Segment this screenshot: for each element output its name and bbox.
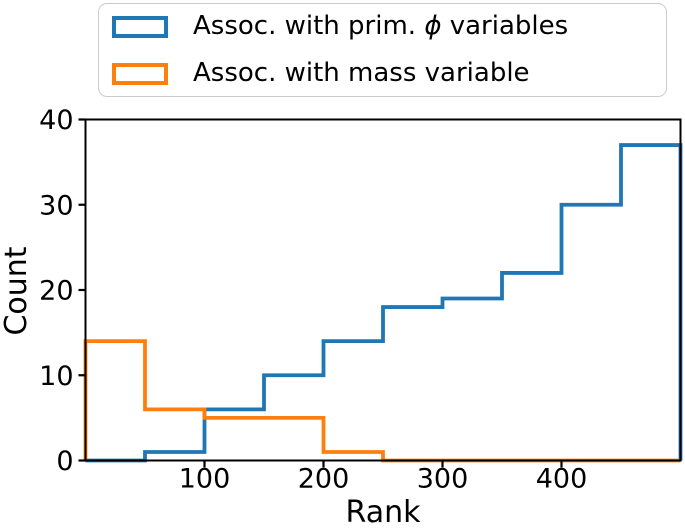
phi-symbol: ϕ [424,11,442,42]
legend-swatch-orange-icon [112,62,168,85]
legend-swatch-blue-icon [112,15,168,38]
legend: Assoc. with prim. ϕ variables Assoc. wit… [98,3,667,97]
x-tick-label: 200 [298,464,350,495]
x-tick-label: 100 [179,464,231,495]
legend-label-text: Assoc. with prim. [193,11,425,42]
legend-label-text: variables [441,11,569,42]
legend-label-mass: Assoc. with mass variable [193,59,530,88]
legend-label-text: Assoc. with mass variable [193,58,530,89]
y-tick-label: 30 [39,190,73,221]
legend-item-prim-phi-variables: Assoc. with prim. ϕ variables [112,5,666,49]
y-axis-label: Count [0,246,34,336]
x-tick-label: 300 [417,464,469,495]
y-tick-label: 20 [39,276,73,307]
y-tick-label: 0 [56,446,73,477]
legend-label-prim-phi: Assoc. with prim. ϕ variables [193,12,568,41]
y-tick-label: 40 [39,105,73,136]
axes-spines [84,118,682,462]
series-line-1 [83,339,681,463]
legend-item-mass-variable: Assoc. with mass variable [112,52,666,96]
y-tick-label: 10 [39,361,73,392]
x-axis-label: Rank [345,495,421,529]
x-tick-label: 400 [536,464,588,495]
series-line-0 [85,143,683,463]
